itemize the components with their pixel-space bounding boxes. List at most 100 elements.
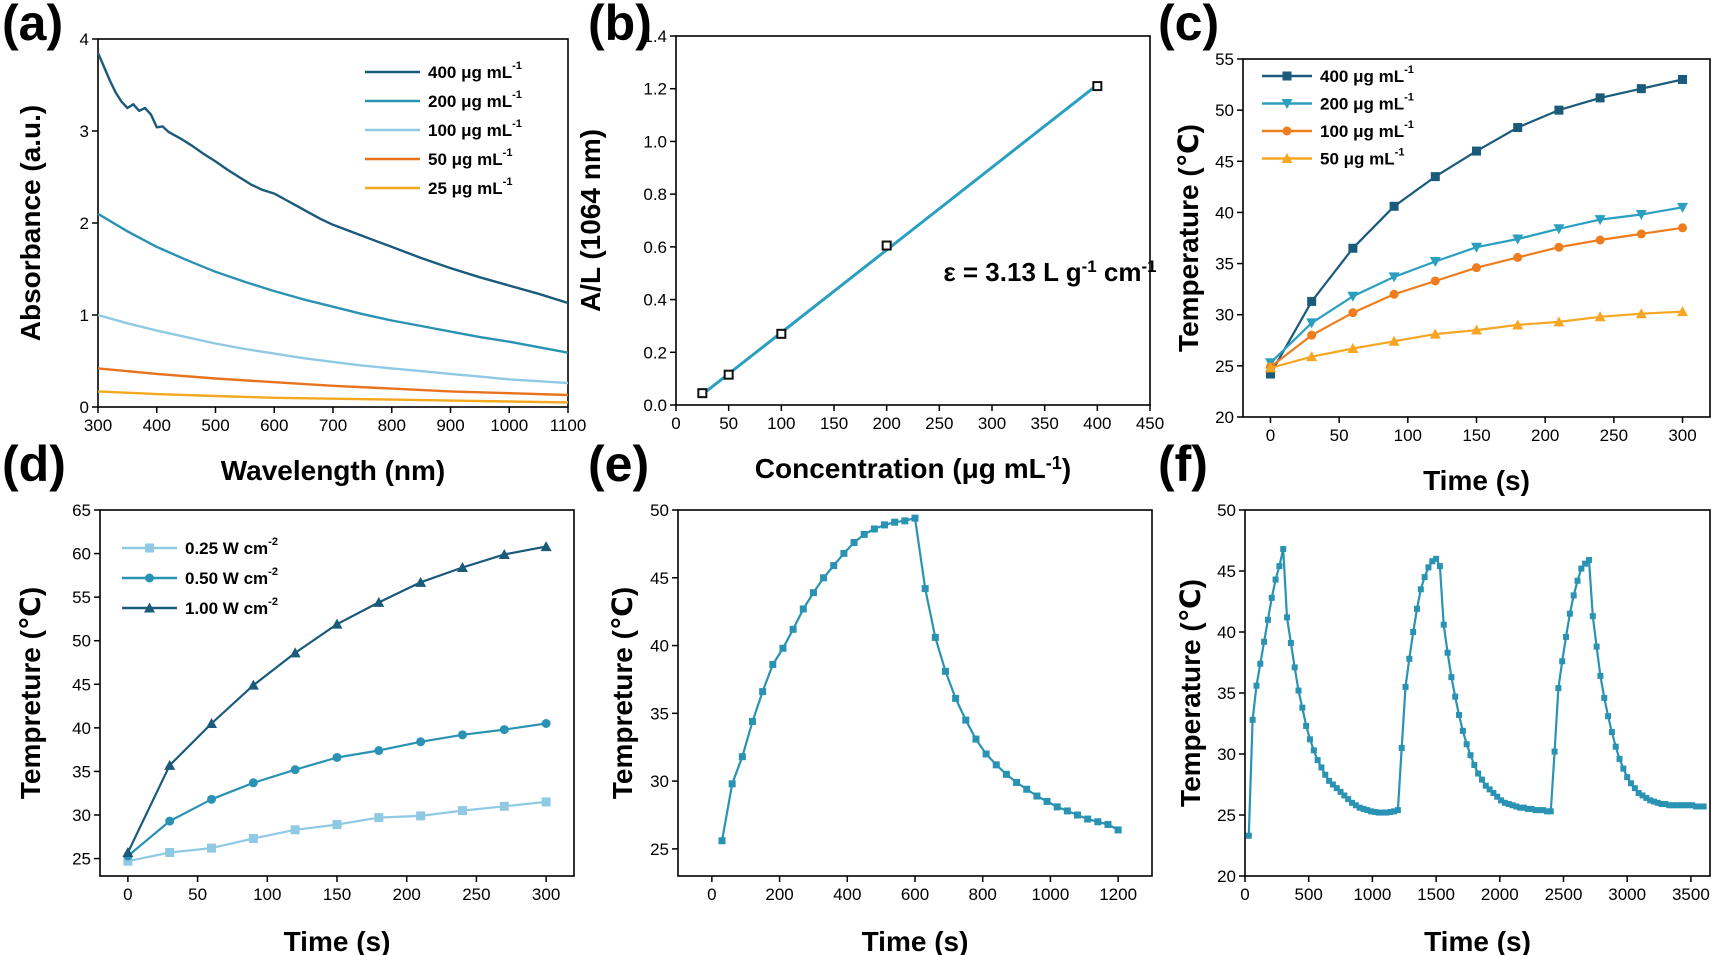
data-point [891, 518, 899, 526]
y-tick-label: 50 [72, 632, 91, 651]
data-point [1429, 257, 1441, 268]
x-tick-label: 50 [1330, 426, 1349, 445]
data-point [870, 525, 878, 533]
legend-label: 0.25 W cm-2​ [185, 536, 278, 558]
data-point [165, 816, 175, 826]
data-point [1635, 308, 1647, 319]
data-point [1643, 794, 1650, 801]
legend-label: 400 μg mL-1​ [1320, 64, 1414, 86]
y-tick-label: 1.2 [643, 80, 667, 99]
data-point [1394, 807, 1401, 814]
data-point [1265, 369, 1275, 379]
data-point [1554, 105, 1564, 115]
data-point [1368, 808, 1375, 815]
data-point [1421, 574, 1428, 581]
y-tick-label: 40 [1217, 623, 1236, 642]
data-point [1440, 621, 1447, 628]
plot-frame [1244, 509, 1711, 877]
data-point [1276, 563, 1283, 570]
panel-b: (b) 0 50 100 150 200 250 300 350 400 450 0.0 0.2 0.4 0… [575, 0, 1164, 484]
panel-label: (c) [1158, 0, 1219, 51]
data-point [1306, 318, 1318, 329]
data-point [331, 618, 343, 629]
y-tick-label: 3 [80, 122, 89, 141]
data-point [1337, 788, 1344, 795]
y-tick-label: 35 [1217, 684, 1236, 703]
data-point [289, 647, 301, 658]
legend-label: 50 μg mL-1​ [1320, 147, 1404, 169]
data-point [206, 718, 218, 728]
y-axis-title: Temperature (℃) [1173, 124, 1204, 352]
data-point [1597, 672, 1604, 679]
data-point [1540, 807, 1547, 814]
legend-marker [145, 573, 154, 583]
data-point [1314, 757, 1321, 764]
data-point [1406, 655, 1413, 662]
x-axis-title: Concentration (μg mL-1​) [755, 453, 1071, 484]
data-point [850, 539, 858, 547]
data-point [1559, 658, 1566, 665]
data-point [1429, 558, 1436, 565]
legend-label: 50 μg mL-1​ [428, 147, 512, 169]
data-point [1284, 614, 1291, 621]
data-point [1436, 563, 1443, 570]
data-point [1512, 234, 1524, 245]
panel-a: (a) 300 400 500 600 700 800 900 1000 1100 0 1 2 3 4 Wav… [2, 0, 586, 486]
series-line [96, 52, 569, 305]
data-point [1589, 613, 1596, 620]
y-tick-label: 1 [80, 306, 89, 325]
data-point [1639, 792, 1646, 799]
data-point [1532, 807, 1539, 814]
series-line [97, 367, 569, 397]
data-point [1593, 643, 1600, 650]
x-tick-label: 450 [1136, 414, 1164, 433]
data-point [1329, 781, 1336, 788]
series-line [1247, 547, 1704, 836]
x-tick-label: 1500 [1417, 885, 1455, 904]
x-tick-label: 200 [393, 885, 421, 904]
data-point [1303, 722, 1310, 729]
legend-label: 200 μg mL-1​ [428, 89, 522, 111]
data-point [1608, 729, 1615, 736]
data-point [1658, 801, 1665, 808]
data-point [1074, 811, 1082, 819]
data-point [1379, 809, 1386, 816]
legend-item: 400 μg mL-1​ [1262, 64, 1414, 86]
data-point [1636, 84, 1646, 94]
data-point [1268, 594, 1275, 601]
data-point [456, 562, 468, 573]
x-tick-label: 150 [1462, 426, 1490, 445]
data-point [1635, 790, 1642, 797]
data-point [1513, 252, 1523, 262]
data-point [207, 843, 217, 853]
x-tick-label: 1200 [1099, 885, 1137, 904]
legend-label: 1.00 W cm-2​ [185, 596, 278, 618]
data-point [799, 605, 807, 613]
data-point [1280, 546, 1287, 553]
data-point [1033, 792, 1041, 800]
data-point [1677, 306, 1689, 317]
legend-label: 0.50 W cm-2​ [185, 566, 278, 588]
data-point [1456, 711, 1463, 718]
data-point [1635, 209, 1647, 220]
series-line [97, 212, 569, 354]
data-point [1524, 805, 1531, 812]
data-point [123, 856, 133, 866]
series-line [720, 516, 1119, 841]
data-point [921, 585, 929, 593]
data-point [1013, 778, 1021, 786]
data-point [1341, 792, 1348, 799]
data-point [1310, 747, 1317, 754]
data-point [1104, 820, 1112, 828]
x-tick-label: 400 [143, 416, 171, 435]
data-point [1249, 716, 1256, 723]
data-point [1517, 804, 1524, 811]
data-point [1678, 223, 1688, 233]
data-point [1391, 808, 1398, 815]
x-tick-label: 1000 [1032, 885, 1070, 904]
data-point [164, 759, 176, 770]
data-point [1352, 802, 1359, 809]
legend-marker [1282, 126, 1292, 136]
data-point [1521, 804, 1527, 811]
series-line [1270, 310, 1683, 369]
